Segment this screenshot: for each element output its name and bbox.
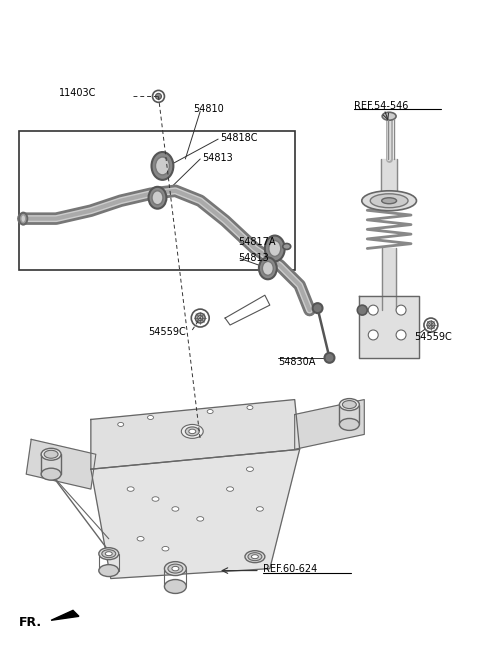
- Circle shape: [357, 305, 367, 315]
- Polygon shape: [381, 159, 397, 195]
- Ellipse shape: [247, 405, 253, 409]
- Ellipse shape: [259, 257, 277, 279]
- Text: 54813: 54813: [202, 153, 233, 163]
- Ellipse shape: [263, 261, 273, 276]
- Text: REF.54-546: REF.54-546: [354, 101, 408, 112]
- Ellipse shape: [102, 550, 116, 558]
- Ellipse shape: [21, 215, 26, 222]
- Ellipse shape: [152, 497, 159, 501]
- Ellipse shape: [197, 517, 204, 521]
- Ellipse shape: [245, 550, 265, 563]
- Ellipse shape: [265, 236, 285, 261]
- Ellipse shape: [168, 564, 183, 573]
- Text: 54559C: 54559C: [148, 327, 186, 337]
- Polygon shape: [26, 440, 96, 489]
- Ellipse shape: [283, 243, 291, 249]
- Circle shape: [396, 305, 406, 315]
- Ellipse shape: [162, 546, 169, 551]
- Text: REF.60-624: REF.60-624: [263, 564, 317, 573]
- Ellipse shape: [252, 555, 258, 559]
- Ellipse shape: [165, 579, 186, 594]
- Polygon shape: [51, 610, 79, 621]
- Ellipse shape: [105, 552, 112, 556]
- Ellipse shape: [156, 157, 169, 175]
- Circle shape: [312, 303, 323, 313]
- Polygon shape: [295, 400, 364, 449]
- Circle shape: [368, 305, 378, 315]
- Text: 54813: 54813: [238, 253, 269, 264]
- Polygon shape: [91, 400, 300, 469]
- Circle shape: [429, 323, 433, 327]
- Circle shape: [368, 330, 378, 340]
- Ellipse shape: [181, 424, 203, 438]
- Ellipse shape: [342, 401, 356, 409]
- Circle shape: [324, 353, 335, 363]
- Ellipse shape: [248, 553, 262, 561]
- Circle shape: [396, 330, 406, 340]
- Ellipse shape: [269, 241, 281, 256]
- Ellipse shape: [339, 419, 360, 430]
- Ellipse shape: [19, 213, 27, 224]
- Ellipse shape: [148, 187, 167, 209]
- Ellipse shape: [189, 429, 196, 434]
- Ellipse shape: [246, 467, 253, 472]
- Ellipse shape: [99, 548, 119, 560]
- Text: 54817A: 54817A: [238, 237, 276, 247]
- Ellipse shape: [207, 409, 213, 413]
- Ellipse shape: [362, 191, 417, 211]
- Ellipse shape: [256, 506, 264, 511]
- Ellipse shape: [339, 399, 360, 411]
- Ellipse shape: [172, 506, 179, 511]
- Circle shape: [424, 318, 438, 332]
- Ellipse shape: [152, 152, 173, 180]
- Ellipse shape: [137, 537, 144, 541]
- Ellipse shape: [127, 487, 134, 491]
- Ellipse shape: [41, 468, 61, 480]
- Ellipse shape: [41, 448, 61, 461]
- Polygon shape: [382, 249, 396, 310]
- Text: 11403C: 11403C: [59, 89, 96, 98]
- Ellipse shape: [370, 194, 408, 208]
- Polygon shape: [91, 449, 300, 579]
- Text: 54830A: 54830A: [278, 357, 315, 367]
- Ellipse shape: [185, 427, 199, 436]
- Polygon shape: [360, 297, 419, 358]
- Ellipse shape: [172, 566, 179, 571]
- Circle shape: [195, 313, 205, 323]
- Ellipse shape: [118, 422, 124, 426]
- Circle shape: [156, 93, 161, 99]
- Ellipse shape: [147, 415, 154, 419]
- Text: 54810: 54810: [193, 104, 224, 114]
- Circle shape: [427, 321, 435, 329]
- Ellipse shape: [152, 191, 163, 205]
- Circle shape: [192, 309, 209, 327]
- Bar: [19, 131, 295, 270]
- Ellipse shape: [99, 565, 119, 577]
- Ellipse shape: [382, 112, 396, 120]
- Ellipse shape: [165, 562, 186, 575]
- Circle shape: [198, 316, 203, 321]
- Text: FR.: FR.: [19, 616, 42, 629]
- Ellipse shape: [227, 487, 234, 491]
- Ellipse shape: [382, 197, 396, 204]
- Text: 54559C: 54559C: [414, 332, 452, 342]
- Text: 54818C: 54818C: [220, 133, 258, 143]
- Ellipse shape: [44, 450, 58, 459]
- Circle shape: [153, 91, 165, 102]
